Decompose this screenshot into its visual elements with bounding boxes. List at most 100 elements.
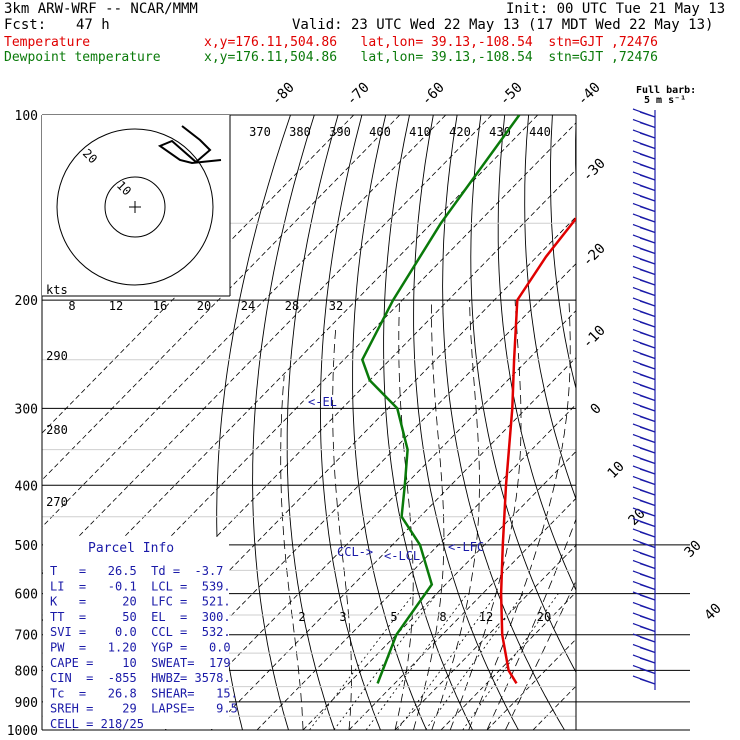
isotherm-line bbox=[210, 356, 576, 730]
wind-barb bbox=[632, 591, 656, 601]
mixing-ratio-tick-label: 5 bbox=[390, 610, 397, 624]
dewpoint-profile-line bbox=[360, 115, 521, 684]
wind-barb bbox=[632, 297, 656, 307]
theta-tick-label: 370 bbox=[249, 125, 271, 139]
wind-barb bbox=[632, 475, 656, 486]
parcel-info-row: CELL = 218/25 bbox=[50, 717, 144, 731]
moist-adiabat-line bbox=[449, 300, 522, 730]
hodograph-speed-label: 20 bbox=[197, 299, 211, 313]
barb-legend-line1: Full barb: bbox=[636, 85, 696, 96]
wind-barb bbox=[632, 150, 656, 160]
level-marker-label: <-EL bbox=[308, 395, 337, 409]
pressure-tick-label: 900 bbox=[15, 696, 38, 711]
pressure-tick-label: 200 bbox=[15, 294, 38, 309]
hodograph-unit-label: kts bbox=[46, 283, 68, 297]
pressure-tick-label: 400 bbox=[15, 479, 38, 494]
parcel-info-row: Tc = 26.8 SHEAR= 15. bbox=[50, 686, 238, 700]
pressure-tick-label: 1000 bbox=[7, 724, 38, 739]
wind-barb bbox=[632, 570, 656, 580]
theta-tick-label: 420 bbox=[449, 125, 471, 139]
wind-barb bbox=[632, 559, 656, 570]
isotherm-tick-label: 10 bbox=[605, 459, 628, 482]
wind-barb bbox=[632, 192, 656, 202]
wind-barb bbox=[632, 633, 656, 643]
dry-adiabat-line bbox=[719, 115, 740, 740]
wind-barb bbox=[632, 528, 656, 538]
parcel-info-row: PW = 1.20 YGP = 0.0 bbox=[50, 641, 231, 655]
mixing-ratio-line bbox=[309, 593, 415, 730]
parcel-info-row: CAPE = 10 SWEAT= 179 bbox=[50, 656, 231, 670]
wind-barb bbox=[632, 517, 656, 528]
isotherm-tick-label: -30 bbox=[580, 156, 609, 185]
forecast-label: Fcst: bbox=[4, 17, 47, 33]
moist-adiabat-line bbox=[413, 300, 445, 730]
wind-barb bbox=[632, 664, 656, 675]
dry-adiabat-line bbox=[648, 115, 740, 740]
wind-barb bbox=[632, 391, 656, 402]
wind-barb bbox=[632, 580, 656, 591]
wind-barb bbox=[632, 360, 656, 370]
dry-adiabat-tick-label: 290 bbox=[46, 349, 68, 363]
dry-adiabat-line bbox=[550, 115, 576, 391]
mixing-ratio-tick-label: 3 bbox=[339, 610, 346, 624]
wind-barb bbox=[632, 612, 656, 622]
temperature-legend-info: x,y=176.11,504.86 lat,lon= 39.13,-108.54… bbox=[204, 35, 658, 50]
wind-barb bbox=[632, 255, 656, 265]
parcel-info-row: CIN = -855 HWBZ= 3578. bbox=[50, 671, 231, 685]
theta-tick-label: 390 bbox=[329, 125, 351, 139]
wind-barb bbox=[632, 622, 656, 633]
wind-barb bbox=[632, 339, 656, 349]
wind-barb bbox=[632, 244, 656, 255]
moist-adiabat-line bbox=[505, 579, 576, 730]
wind-barb bbox=[632, 307, 656, 318]
parcel-info-row: T = 26.5 Td = -3.7 bbox=[50, 564, 223, 578]
wind-barb bbox=[632, 654, 656, 664]
hodograph-speed-label: 24 bbox=[241, 299, 255, 313]
mixing-ratio-line bbox=[333, 593, 438, 730]
wind-barb bbox=[632, 139, 656, 150]
hodograph-speed-label: 12 bbox=[109, 299, 123, 313]
dry-adiabat-line bbox=[252, 115, 315, 730]
isotherm-tick-label: -50 bbox=[497, 80, 526, 109]
dry-adiabat-line bbox=[671, 115, 740, 740]
parcel-info-row: K = 20 LFC = 521. bbox=[50, 595, 231, 609]
dewpoint-legend-info: x,y=176.11,504.86 lat,lon= 39.13,-108.54… bbox=[204, 50, 658, 65]
mixing-ratio-tick-label: 12 bbox=[479, 610, 493, 624]
moist-adiabat-line bbox=[394, 300, 414, 730]
isotherm-tick-label: -20 bbox=[580, 241, 609, 270]
wind-barb bbox=[632, 223, 656, 234]
wind-barb bbox=[632, 381, 656, 391]
parcel-info-row: LI = -0.1 LCL = 539. bbox=[50, 579, 231, 593]
wind-barb bbox=[632, 129, 656, 139]
level-marker-label: <-LFC bbox=[448, 540, 484, 554]
isotherm-line bbox=[348, 497, 576, 730]
isotherm-tick-label: -10 bbox=[580, 323, 609, 352]
theta-tick-label: 400 bbox=[369, 125, 391, 139]
init-time: Init: 00 UTC Tue 21 May 13 bbox=[506, 1, 726, 17]
wind-barb bbox=[632, 496, 656, 507]
dry-adiabat-line bbox=[497, 115, 576, 592]
wind-barb bbox=[632, 643, 656, 654]
hodograph-speed-label: 16 bbox=[153, 299, 167, 313]
pressure-tick-label: 100 bbox=[15, 109, 38, 124]
wind-barb bbox=[632, 118, 656, 129]
dry-adiabat-tick-label: 280 bbox=[46, 423, 68, 437]
hodograph-ring bbox=[56, 128, 214, 286]
wind-barb bbox=[632, 202, 656, 213]
isotherm-line bbox=[302, 450, 576, 730]
parcel-info-box bbox=[43, 537, 229, 729]
hodograph-ring bbox=[104, 176, 166, 238]
wind-barb bbox=[632, 538, 656, 549]
theta-tick-label: 440 bbox=[529, 125, 551, 139]
parcel-info-row: TT = 50 EL = 300. bbox=[50, 610, 231, 624]
pressure-tick-label: 700 bbox=[15, 629, 38, 644]
mixing-ratio-tick-label: 8 bbox=[439, 610, 446, 624]
mixing-ratio-tick-label: 20 bbox=[537, 610, 551, 624]
valid-time: Valid: 23 UTC Wed 22 May 13 (17 MDT Wed … bbox=[292, 17, 714, 33]
moist-adiabat-line bbox=[280, 375, 304, 730]
wind-barb bbox=[632, 234, 656, 244]
temperature-legend-label: Temperature bbox=[4, 35, 91, 50]
model-title: 3km ARW-WRF -- NCAR/MMM bbox=[4, 1, 198, 17]
isotherm-tick-label: -60 bbox=[419, 80, 448, 109]
